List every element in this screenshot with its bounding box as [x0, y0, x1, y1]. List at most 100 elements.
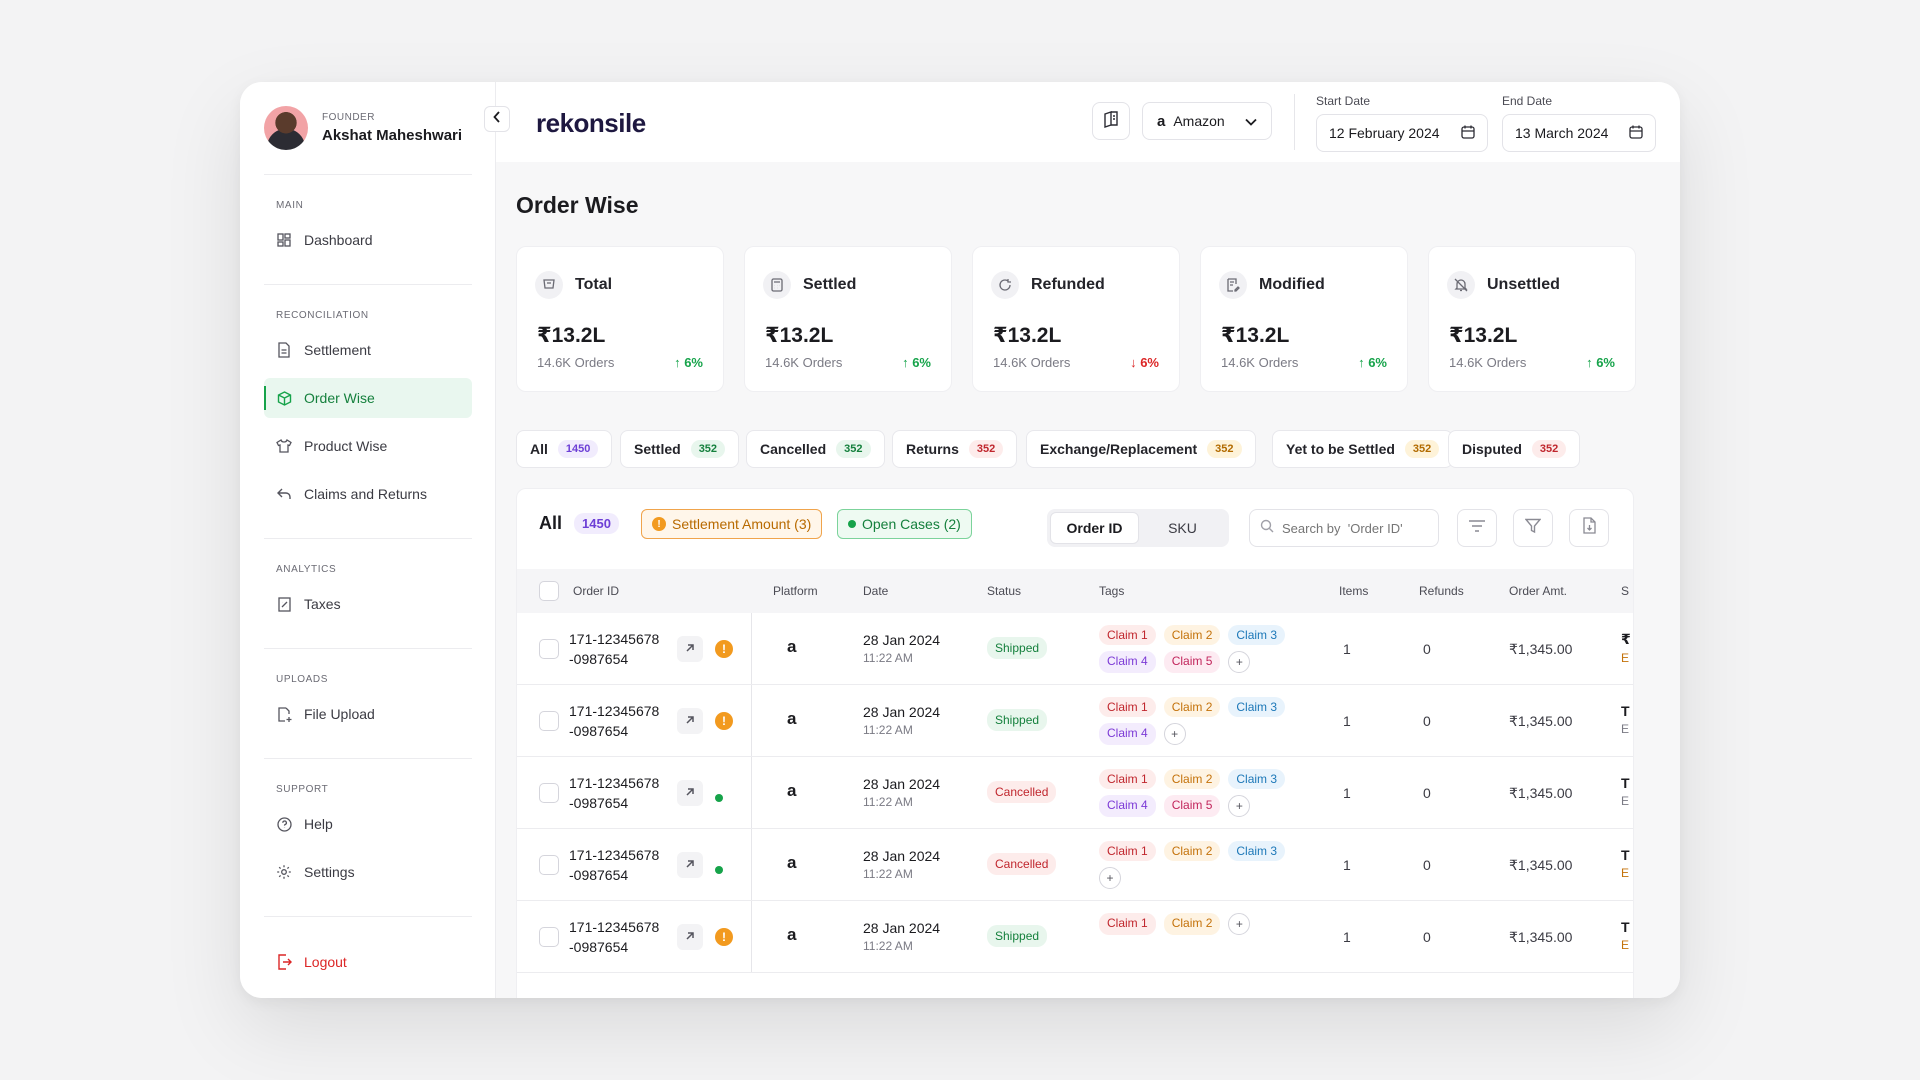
tag-pill[interactable]: Claim 4	[1099, 651, 1156, 673]
tag-pill[interactable]: Claim 2	[1163, 625, 1221, 645]
user-profile[interactable]: FOUNDER Akshat Maheshwari	[264, 106, 462, 150]
tag-pill[interactable]: Claim 1	[1099, 697, 1156, 717]
toggle-order-id[interactable]: Order ID	[1050, 512, 1139, 544]
column-header-tags[interactable]: Tags	[1099, 584, 1125, 598]
arrow-up-icon: ↑	[674, 355, 681, 370]
settlement-amount-chip[interactable]: ! Settlement Amount (3)	[641, 509, 823, 539]
sidebar-item-claims-and-returns[interactable]: Claims and Returns	[264, 474, 472, 514]
tag-pill[interactable]: Claim 3	[1228, 769, 1286, 789]
table-row[interactable]: 171-12345678 -0987654 ! a 28 Jan 2024 11:…	[517, 901, 1633, 973]
open-cases-chip[interactable]: Open Cases (2)	[837, 509, 972, 539]
sidebar-item-settings[interactable]: Settings	[264, 852, 472, 892]
column-header-date[interactable]: Date	[863, 584, 889, 598]
open-order-button[interactable]	[677, 708, 703, 734]
add-tag-button[interactable]: +	[1228, 651, 1251, 673]
sidebar: FOUNDER Akshat Maheshwari MAIN Dashboard…	[240, 82, 496, 998]
filter-tab-yet-to-be-settled[interactable]: Yet to be Settled 352	[1272, 430, 1454, 468]
table-row[interactable]: 171-12345678 -0987654 a 28 Jan 2024 11:22…	[517, 829, 1633, 901]
brand-logo[interactable]: rekonsile	[536, 108, 646, 138]
tag-pill[interactable]: Claim 2	[1163, 697, 1221, 717]
column-header-refunds[interactable]: Refunds	[1419, 584, 1464, 598]
row-checkbox[interactable]	[539, 927, 559, 947]
order-flag: !	[715, 712, 733, 730]
filter-tab-cancelled[interactable]: Cancelled 352	[746, 430, 885, 468]
status-badge: Shipped	[987, 709, 1048, 731]
open-order-button[interactable]	[677, 780, 703, 806]
sidebar-item-product-wise[interactable]: Product Wise	[264, 426, 472, 466]
collapse-sidebar-button[interactable]	[484, 106, 510, 132]
sidebar-item-file-upload[interactable]: File Upload	[264, 694, 472, 734]
filter-button[interactable]	[1513, 509, 1553, 547]
sort-button[interactable]	[1457, 509, 1497, 547]
platform-select[interactable]: a Amazon	[1142, 102, 1272, 140]
select-all-checkbox[interactable]	[539, 581, 559, 601]
tag-pill[interactable]: Claim 2	[1163, 841, 1221, 861]
logout-button[interactable]: Logout	[264, 942, 472, 982]
column-header-order-id[interactable]: Order ID	[573, 584, 620, 598]
column-header-items[interactable]: Items	[1339, 584, 1369, 598]
table-row[interactable]: 171-12345678 -0987654 ! a 28 Jan 2024 11:…	[517, 685, 1633, 757]
stat-value: ₹13.2L	[993, 324, 1062, 347]
row-checkbox[interactable]	[539, 855, 559, 875]
filter-tab-returns[interactable]: Returns 352	[892, 430, 1018, 468]
tag-pill[interactable]: Claim 3	[1228, 697, 1286, 717]
truncated-column: T E	[1621, 919, 1630, 952]
row-checkbox[interactable]	[539, 783, 559, 803]
stat-card-unsettled[interactable]: Unsettled ₹13.2L 14.6K Orders ↑ 6%	[1428, 246, 1636, 392]
stat-orders: 14.6K Orders	[1449, 355, 1527, 370]
table-row[interactable]: 171-12345678 -0987654 ! a 28 Jan 2024 11:…	[517, 613, 1633, 685]
order-date: 28 Jan 2024 11:22 AM	[863, 920, 941, 953]
export-button[interactable]	[1569, 509, 1609, 547]
filter-tab-exchange-replacement[interactable]: Exchange/Replacement 352	[1026, 430, 1256, 468]
book-button[interactable]	[1092, 102, 1130, 140]
tag-pill[interactable]: Claim 4	[1099, 795, 1156, 817]
add-tag-button[interactable]: +	[1163, 723, 1186, 745]
filter-tab-settled[interactable]: Settled 352	[620, 430, 740, 468]
open-order-button[interactable]	[677, 852, 703, 878]
row-checkbox[interactable]	[539, 711, 559, 731]
order-amount: ₹1,345.00	[1509, 785, 1573, 801]
tag-pill[interactable]: Claim 1	[1099, 769, 1156, 789]
tag-pill[interactable]: Claim 2	[1163, 769, 1221, 789]
tag-pill[interactable]: Claim 1	[1099, 913, 1156, 935]
sidebar-item-dashboard[interactable]: Dashboard	[264, 220, 472, 260]
column-header-truncated[interactable]: S	[1621, 584, 1630, 598]
sidebar-item-taxes[interactable]: Taxes	[264, 584, 472, 624]
column-header-order-amount[interactable]: Order Amt.	[1509, 584, 1568, 598]
start-date-input[interactable]: 12 February 2024	[1316, 114, 1488, 152]
stat-card-modified[interactable]: Modified ₹13.2L 14.6K Orders ↑ 6%	[1200, 246, 1408, 392]
sidebar-item-help[interactable]: Help	[264, 804, 472, 844]
tag-pill[interactable]: Claim 1	[1099, 841, 1156, 861]
add-tag-button[interactable]: +	[1228, 913, 1251, 935]
stat-title: Total	[575, 276, 613, 293]
tag-pill[interactable]: Claim 5	[1163, 651, 1221, 673]
sidebar-item-order-wise[interactable]: Order Wise	[264, 378, 472, 418]
column-header-status[interactable]: Status	[987, 584, 1022, 598]
add-tag-button[interactable]: +	[1228, 795, 1251, 817]
upload-icon	[276, 706, 292, 722]
table-row[interactable]: 171-12345678 -0987654 a 28 Jan 2024 11:22…	[517, 757, 1633, 829]
toggle-sku[interactable]: SKU	[1168, 520, 1197, 536]
end-date-input[interactable]: 13 March 2024	[1502, 114, 1656, 152]
stat-card-refunded[interactable]: Refunded ₹13.2L 14.6K Orders ↓ 6%	[972, 246, 1180, 392]
refunds-count: 0	[1423, 641, 1431, 657]
column-header-platform[interactable]: Platform	[773, 584, 818, 598]
tag-pill[interactable]: Claim 1	[1099, 625, 1156, 645]
tag-pill[interactable]: Claim 4	[1099, 723, 1156, 745]
open-order-button[interactable]	[677, 636, 703, 662]
tag-pill[interactable]: Claim 3	[1228, 625, 1286, 645]
tag-pill[interactable]: Claim 2	[1163, 913, 1221, 935]
filter-tab-disputed[interactable]: Disputed 352	[1448, 430, 1581, 468]
stat-orders: 14.6K Orders	[993, 355, 1071, 370]
search-input[interactable]	[1282, 520, 1422, 536]
column-divider	[751, 829, 752, 900]
open-order-button[interactable]	[677, 924, 703, 950]
tag-pill[interactable]: Claim 3	[1228, 841, 1286, 861]
tag-pill[interactable]: Claim 5	[1163, 795, 1221, 817]
stat-card-total[interactable]: Total ₹13.2L 14.6K Orders ↑ 6%	[516, 246, 724, 392]
row-checkbox[interactable]	[539, 639, 559, 659]
sidebar-item-settlement[interactable]: Settlement	[264, 330, 472, 370]
filter-tab-all[interactable]: All 1450	[516, 430, 613, 468]
stat-card-settled[interactable]: Settled ₹13.2L 14.6K Orders ↑ 6%	[744, 246, 952, 392]
add-tag-button[interactable]: +	[1099, 867, 1121, 889]
